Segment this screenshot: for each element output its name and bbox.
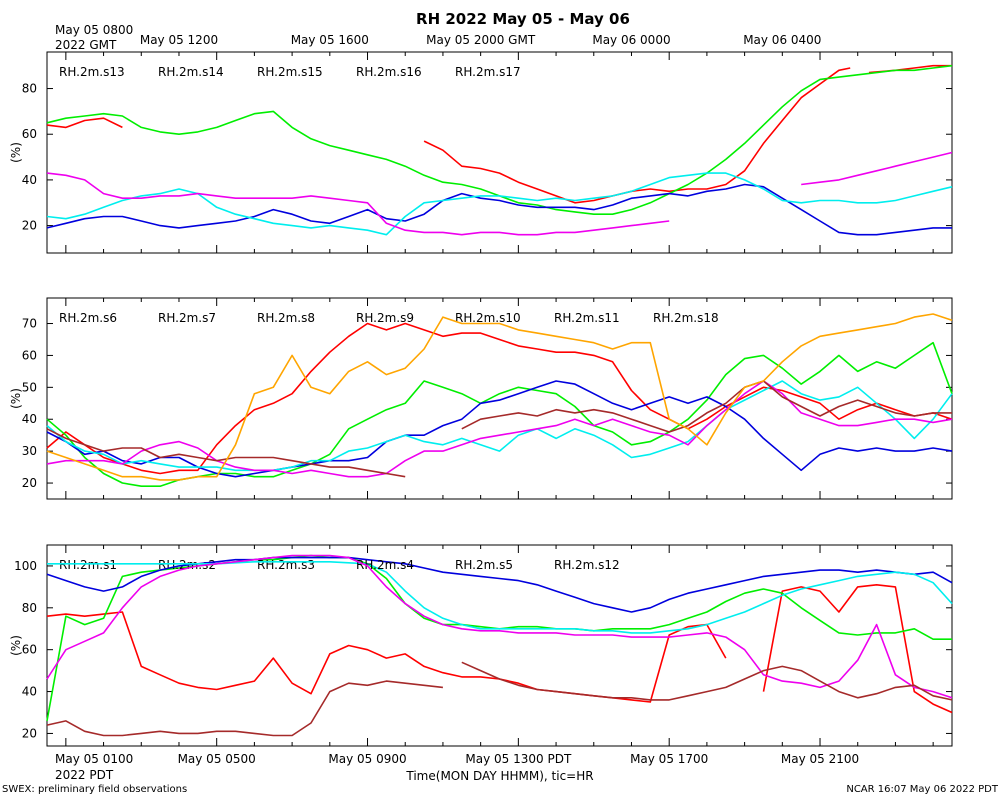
panel-2: 20 30 40 50 60 70 (%) RH.2m.s6 RH.2m.s7 RH.2m.s8 R… bbox=[9, 297, 953, 500]
legend-RH.2m.s17: RH.2m.s17 bbox=[455, 65, 521, 79]
y-tick-label: 20 bbox=[22, 726, 37, 740]
panel-1: 20 40 60 80 (%) RH.2m.s13 RH.2m.s14 RH.2m.s15 RH… bbox=[9, 51, 953, 254]
legend-RH.2m.s9: RH.2m.s9 bbox=[356, 311, 414, 325]
series-line-RH.2m.s9 bbox=[46, 380, 953, 472]
legend-RH.2m.s16: RH.2m.s16 bbox=[356, 65, 422, 79]
legend-RH.2m.s10: RH.2m.s10 bbox=[455, 311, 521, 325]
y-tick-label: 60 bbox=[22, 643, 37, 657]
series-line-RH.2m.s14 bbox=[46, 64, 953, 215]
y-axis-label: (%) bbox=[9, 388, 23, 409]
series-line-RH.2m.s11 bbox=[46, 380, 952, 478]
y-tick-label: 80 bbox=[22, 601, 37, 615]
y-tick-label: 40 bbox=[22, 685, 37, 699]
series-line-RH.2m.s10 bbox=[46, 380, 953, 478]
series-line-RH.2m.s6 bbox=[46, 322, 953, 475]
y-tick-label: 60 bbox=[22, 127, 37, 141]
footer-timestamp: NCAR 16:07 May 06 2022 PDT bbox=[846, 784, 999, 795]
legend-RH.2m.s7: RH.2m.s7 bbox=[158, 311, 216, 325]
series-line-RH.2m.s18 bbox=[46, 313, 953, 481]
series-line-RH.2m.s15 bbox=[46, 183, 952, 236]
y-axis-label: (%) bbox=[9, 142, 23, 163]
legend-RH.2m.s12: RH.2m.s12 bbox=[554, 558, 620, 572]
legend-RH.2m.s11: RH.2m.s11 bbox=[554, 311, 620, 325]
y-tick-label: 80 bbox=[22, 82, 37, 96]
bottom-axis-tick-label: May 05 2100 bbox=[781, 752, 859, 766]
y-tick-label: 70 bbox=[22, 317, 37, 331]
y-tick-label: 30 bbox=[22, 444, 37, 458]
y-tick-label: 50 bbox=[22, 380, 37, 394]
y-tick-label: 20 bbox=[22, 219, 37, 233]
chart-title: RH 2022 May 05 - May 06 bbox=[416, 10, 630, 28]
top-axis-tick-label: May 06 0000 bbox=[592, 33, 670, 47]
series-line-RH.2m.s17 bbox=[46, 151, 953, 236]
legend-RH.2m.s1: RH.2m.s1 bbox=[59, 558, 117, 572]
bottom-axis-tick-label: May 05 1300 PDT bbox=[465, 752, 572, 766]
legend-RH.2m.s5: RH.2m.s5 bbox=[455, 558, 513, 572]
y-tick-label: 60 bbox=[22, 348, 37, 362]
x-axis-label: Time(MON DAY HHMM), tic=HR bbox=[405, 769, 593, 783]
y-axis-label: (%) bbox=[9, 635, 23, 656]
bottom-axis-tick-label: May 05 0500 bbox=[178, 752, 256, 766]
bottom-axis-tick-label: May 05 0900 bbox=[328, 752, 406, 766]
top-axis-first-label: May 05 0800 bbox=[55, 23, 133, 37]
bottom-axis-tick-label: May 05 1700 bbox=[630, 752, 708, 766]
series-line-RH.2m.s8 bbox=[46, 380, 953, 478]
top-axis-tick-label: May 05 2000 GMT bbox=[426, 33, 536, 47]
top-axis-tick-label: May 05 1200 bbox=[140, 33, 218, 47]
series-line-RH.2m.s5 bbox=[46, 554, 953, 699]
legend-RH.2m.s13: RH.2m.s13 bbox=[59, 65, 125, 79]
plot-frame bbox=[46, 297, 953, 500]
top-axis-tick-label: May 05 1600 bbox=[291, 33, 369, 47]
top-axis-first-label-year: 2022 GMT bbox=[55, 38, 117, 52]
legend-RH.2m.s3: RH.2m.s3 bbox=[257, 558, 315, 572]
series-line-RH.2m.s2 bbox=[46, 554, 952, 722]
legend-RH.2m.s8: RH.2m.s8 bbox=[257, 311, 315, 325]
bottom-axis-first-label-year: 2022 PDT bbox=[55, 768, 114, 782]
series-line-RH.2m.s1 bbox=[46, 584, 953, 714]
y-tick-label: 20 bbox=[22, 476, 37, 490]
bottom-axis-first-label: May 05 0100 bbox=[55, 752, 133, 766]
legend-RH.2m.s18: RH.2m.s18 bbox=[653, 311, 719, 325]
top-axis-tick-label: May 06 0400 bbox=[743, 33, 821, 47]
y-tick-label: 100 bbox=[14, 559, 37, 573]
legend-RH.2m.s15: RH.2m.s15 bbox=[257, 65, 323, 79]
plot-area: 20 40 60 80 (%) RH.2m.s13 RH.2m.s14 RH.2m.s15 RH… bbox=[9, 23, 953, 782]
series-line-RH.2m.s12 bbox=[46, 661, 953, 737]
series-line-RH.2m.s4 bbox=[47, 561, 953, 634]
legend-RH.2m.s6: RH.2m.s6 bbox=[59, 311, 117, 325]
y-tick-label: 40 bbox=[22, 173, 37, 187]
y-tick-label: 40 bbox=[22, 412, 37, 426]
plot-frame bbox=[46, 544, 953, 747]
footer-source: SWEX: preliminary field observations bbox=[2, 784, 187, 795]
legend-RH.2m.s14: RH.2m.s14 bbox=[158, 65, 224, 79]
